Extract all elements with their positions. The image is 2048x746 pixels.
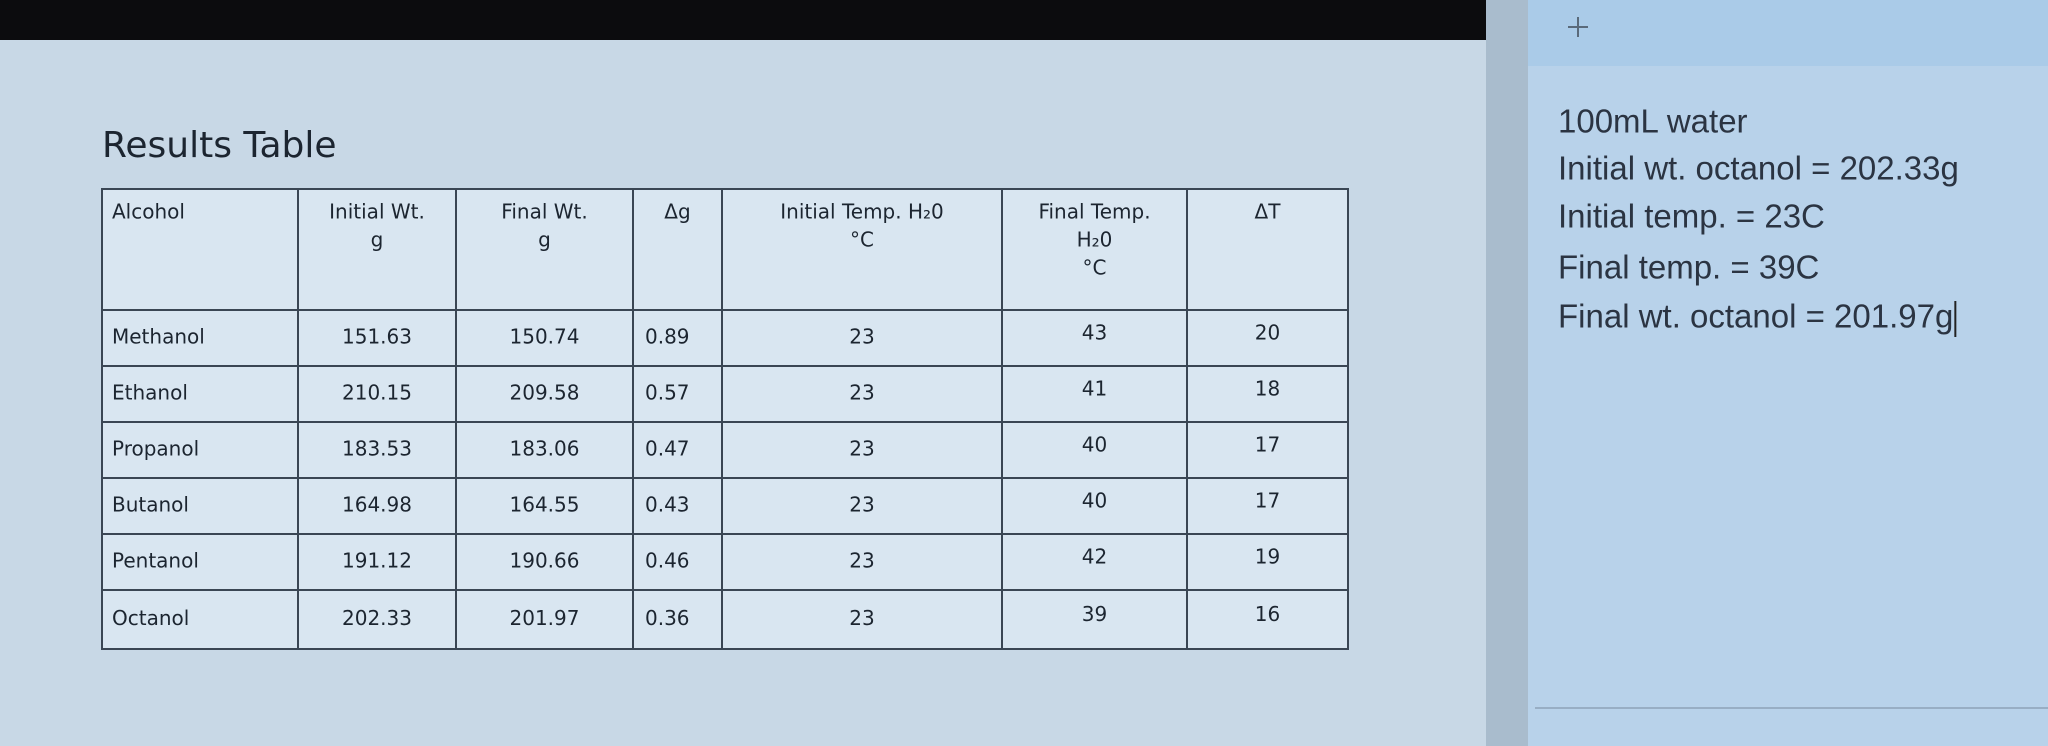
table-cell: Propanol [112, 437, 199, 461]
results-table: Alcohol Initial Wt. g Final Wt. g Δg Initial T… [101, 188, 1349, 650]
note-line: 100mL water [1558, 103, 1748, 140]
table-cell: 164.55 [510, 493, 580, 517]
table-cell: 164.98 [342, 493, 412, 517]
table-cell: Pentanol [112, 549, 199, 573]
table-cell: 202.33 [342, 606, 412, 630]
table-cell: 150.74 [510, 325, 580, 349]
table-cell: 16 [1255, 602, 1280, 626]
notes-header [1528, 0, 2048, 66]
table-cell: 23 [849, 437, 874, 461]
header-cell: H₂0 [1077, 228, 1113, 252]
table-cell: 23 [849, 549, 874, 573]
table-cell: Octanol [112, 606, 189, 630]
table-cell: 18 [1255, 377, 1280, 401]
gap [1486, 0, 1528, 746]
header-cell: Alcohol [112, 200, 185, 224]
header-cell: Final Wt. [501, 200, 587, 224]
header-cell: Δg [664, 200, 690, 224]
table-cell: 17 [1255, 489, 1280, 513]
table-bg [101, 188, 1349, 650]
table-cell: 42 [1082, 545, 1107, 569]
header-cell: ΔT [1255, 200, 1282, 224]
header-cell: °C [1083, 256, 1107, 280]
table-cell: 41 [1082, 377, 1107, 401]
table-cell: 23 [849, 606, 874, 630]
table-cell: 39 [1082, 602, 1107, 626]
top-bar [0, 0, 1486, 40]
table-cell: 0.57 [645, 381, 690, 405]
note-line: Final wt. octanol = 201.97g [1558, 298, 1953, 335]
table-cell: 0.43 [645, 493, 690, 517]
table-cell: Ethanol [112, 381, 188, 405]
table-cell: 183.53 [342, 437, 412, 461]
table-cell: 23 [849, 381, 874, 405]
notes-panel [1528, 0, 2048, 746]
header-cell: Initial Temp. H₂0 [780, 200, 944, 224]
note-line: Final temp. = 39C [1558, 249, 1819, 286]
table-cell: 17 [1255, 433, 1280, 457]
table-cell: 40 [1082, 489, 1107, 513]
table-cell: 0.36 [645, 606, 690, 630]
table-cell: 20 [1255, 321, 1280, 345]
table-cell: 0.89 [645, 325, 690, 349]
table-cell: Methanol [112, 325, 205, 349]
table-cell: 0.47 [645, 437, 690, 461]
doc-title: Results Table [102, 125, 337, 166]
header-cell: g [538, 228, 551, 252]
table-cell: 40 [1082, 433, 1107, 457]
table-cell: 209.58 [510, 381, 580, 405]
note-line: Initial temp. = 23C [1558, 198, 1825, 235]
notes: 100mL water Initial wt. octanol = 202.33g… [1558, 103, 1959, 337]
table-cell: 210.15 [342, 381, 412, 405]
header-cell: g [371, 228, 384, 252]
table-cell: 191.12 [342, 549, 412, 573]
table-cell: Butanol [112, 493, 189, 517]
table-cell: 43 [1082, 321, 1107, 345]
table-cell: 0.46 [645, 549, 690, 573]
note-line: Initial wt. octanol = 202.33g [1558, 150, 1959, 187]
header-cell: °C [850, 228, 874, 252]
table-cell: 183.06 [510, 437, 580, 461]
table-cell: 151.63 [342, 325, 412, 349]
table-cell: 201.97 [510, 606, 580, 630]
table-cell: 23 [849, 325, 874, 349]
add-button[interactable] [1568, 17, 1588, 37]
table-cell: 23 [849, 493, 874, 517]
header-cell: Final Temp. [1038, 200, 1150, 224]
header-cell: Initial Wt. [329, 200, 425, 224]
table-cell: 190.66 [510, 549, 580, 573]
table-cell: 19 [1255, 545, 1280, 569]
